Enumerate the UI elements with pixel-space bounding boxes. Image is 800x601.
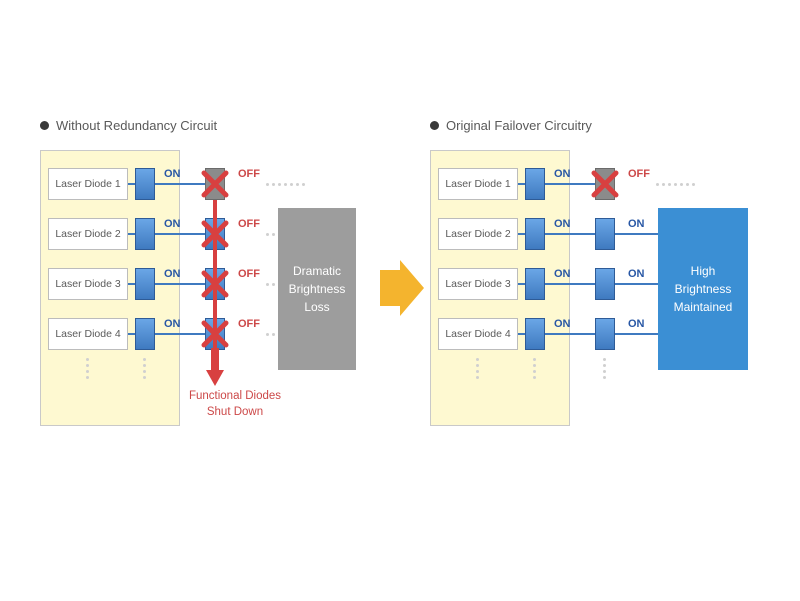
fail-x-icon — [201, 170, 229, 198]
state-on-label: ON — [164, 168, 181, 180]
fail-note: Functional Diodes Shut Down — [175, 388, 295, 420]
diode-card: Laser Diode 2 — [438, 218, 518, 250]
diagram-canvas: Without Redundancy Circuit Original Fail… — [0, 0, 800, 601]
connector — [518, 183, 525, 185]
connector — [518, 233, 525, 235]
connector — [128, 283, 135, 285]
connector — [545, 183, 595, 185]
connector — [128, 233, 135, 235]
diode-card: Laser Diode 2 — [48, 218, 128, 250]
connector — [155, 283, 205, 285]
connector — [545, 283, 595, 285]
diode-block-1 — [525, 318, 545, 350]
down-arrow-icon — [206, 348, 224, 391]
connector — [155, 183, 205, 185]
bullet-icon — [40, 121, 49, 130]
connector — [155, 233, 205, 235]
state-on-label: ON — [164, 268, 181, 280]
dotted-v — [476, 358, 479, 379]
dotted-v — [533, 358, 536, 379]
diode-block-2 — [595, 318, 615, 350]
result-box-right: High Brightness Maintained — [658, 208, 748, 370]
transition-arrow-icon — [380, 260, 424, 321]
state-on-label: ON — [164, 318, 181, 330]
state-on-label: ON — [628, 218, 645, 230]
state-off-label: OFF — [238, 318, 260, 330]
state-on-label: ON — [628, 318, 645, 330]
diode-card: Laser Diode 1 — [48, 168, 128, 200]
right-title-text: Original Failover Circuitry — [446, 118, 592, 133]
state-on-label: ON — [554, 318, 571, 330]
dotted-v — [603, 358, 606, 379]
state-on-label: ON — [554, 268, 571, 280]
state-on-label: ON — [554, 168, 571, 180]
diode-card: Laser Diode 3 — [48, 268, 128, 300]
diode-card: Laser Diode 3 — [438, 268, 518, 300]
state-off-label: OFF — [238, 218, 260, 230]
state-on-label: ON — [628, 268, 645, 280]
right-title: Original Failover Circuitry — [430, 118, 592, 133]
diode-block-1 — [525, 268, 545, 300]
state-on-label: ON — [554, 218, 571, 230]
connector — [615, 233, 658, 235]
connector — [545, 233, 595, 235]
state-on-label: ON — [164, 218, 181, 230]
dotted-v — [86, 358, 89, 379]
connector — [128, 333, 135, 335]
diode-block-2 — [595, 268, 615, 300]
dotted-h — [266, 183, 305, 186]
diode-block-1 — [135, 168, 155, 200]
result-box-left: Dramatic Brightness Loss — [278, 208, 356, 370]
connector — [518, 283, 525, 285]
state-off-label: OFF — [238, 168, 260, 180]
connector — [155, 333, 205, 335]
connector — [545, 333, 595, 335]
fail-x-icon — [591, 170, 619, 198]
state-off-label: OFF — [628, 168, 650, 180]
diode-card: Laser Diode 4 — [48, 318, 128, 350]
connector — [615, 283, 658, 285]
diode-block-2 — [595, 218, 615, 250]
state-off-label: OFF — [238, 268, 260, 280]
left-title-text: Without Redundancy Circuit — [56, 118, 217, 133]
diode-block-1 — [525, 168, 545, 200]
left-title: Without Redundancy Circuit — [40, 118, 217, 133]
diode-block-1 — [135, 218, 155, 250]
connector — [615, 333, 658, 335]
vertical-fail-connector — [213, 200, 217, 350]
diode-block-1 — [135, 268, 155, 300]
connector — [128, 183, 135, 185]
diode-card: Laser Diode 4 — [438, 318, 518, 350]
diode-card: Laser Diode 1 — [438, 168, 518, 200]
diode-block-1 — [525, 218, 545, 250]
dotted-v — [143, 358, 146, 379]
dotted-h — [656, 183, 695, 186]
bullet-icon — [430, 121, 439, 130]
connector — [518, 333, 525, 335]
diode-block-1 — [135, 318, 155, 350]
